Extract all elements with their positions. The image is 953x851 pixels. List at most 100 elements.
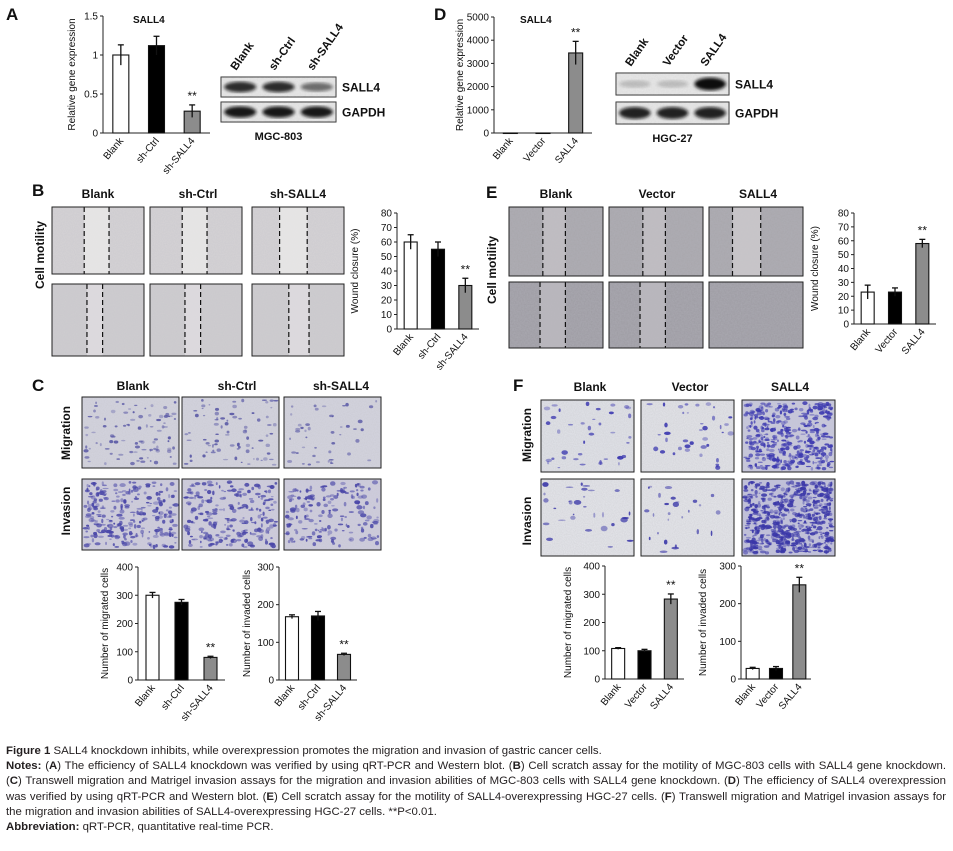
cell xyxy=(236,538,242,542)
cell xyxy=(758,549,763,551)
cell xyxy=(802,546,808,550)
cell xyxy=(828,502,832,506)
cell xyxy=(780,487,785,492)
cell xyxy=(766,542,772,545)
cell xyxy=(800,525,805,527)
cell xyxy=(360,528,365,533)
cell xyxy=(760,436,764,441)
cell xyxy=(763,435,766,439)
cell xyxy=(266,485,273,488)
cell xyxy=(808,488,812,492)
cell xyxy=(715,465,719,468)
scratch-gap xyxy=(84,207,110,274)
cell xyxy=(206,480,213,485)
cell xyxy=(647,486,650,490)
scratch-gap xyxy=(642,207,666,276)
cell xyxy=(213,523,216,526)
cell xyxy=(779,520,783,524)
cell xyxy=(90,495,96,500)
cell xyxy=(156,429,162,432)
cell xyxy=(649,485,653,488)
cell xyxy=(746,500,752,502)
cell xyxy=(611,523,615,527)
cell xyxy=(752,522,757,525)
cell xyxy=(138,414,144,419)
cell xyxy=(255,457,260,461)
cell xyxy=(765,404,771,408)
cell xyxy=(789,458,792,460)
cell xyxy=(136,459,140,462)
cell xyxy=(807,551,812,553)
panel-letter-b: B xyxy=(32,181,44,200)
cell xyxy=(806,492,811,496)
cell xyxy=(132,520,136,523)
cell xyxy=(297,496,301,500)
cell xyxy=(626,442,630,444)
cell xyxy=(665,437,668,443)
cell xyxy=(242,492,248,497)
cell xyxy=(771,530,774,533)
cell xyxy=(357,510,365,515)
blot-band xyxy=(656,80,689,88)
cell xyxy=(746,437,749,440)
blot-row-label: GAPDH xyxy=(342,106,385,120)
cell xyxy=(770,492,774,498)
cell xyxy=(118,453,124,456)
cell xyxy=(777,403,781,405)
cell xyxy=(194,495,196,500)
scratch-gap xyxy=(640,282,666,348)
cell xyxy=(818,509,824,512)
cell xyxy=(162,499,166,503)
cell xyxy=(752,550,759,555)
cell xyxy=(357,501,360,505)
cell xyxy=(206,499,213,504)
cell xyxy=(119,526,125,530)
cell xyxy=(120,505,123,510)
cell xyxy=(829,499,834,502)
cell xyxy=(168,532,172,537)
cell xyxy=(169,456,172,458)
cell xyxy=(110,409,116,414)
cell xyxy=(308,537,313,540)
cell xyxy=(767,457,771,460)
cell xyxy=(789,480,795,485)
cell xyxy=(700,423,704,425)
cell xyxy=(761,428,765,433)
cell xyxy=(270,537,273,540)
cell xyxy=(743,550,749,555)
cell xyxy=(567,423,574,426)
cell xyxy=(243,425,248,429)
cell xyxy=(86,524,90,527)
cell xyxy=(780,541,787,545)
cell xyxy=(214,443,218,446)
cell xyxy=(337,523,344,526)
cell xyxy=(614,489,620,492)
cell xyxy=(270,542,274,548)
cell xyxy=(268,518,274,523)
cell xyxy=(681,516,684,519)
cell xyxy=(119,483,126,488)
cell xyxy=(191,483,195,486)
y-axis-label: Relative gene expression xyxy=(67,18,78,130)
cell xyxy=(829,525,835,528)
cell xyxy=(727,431,734,436)
tile-border xyxy=(508,206,604,277)
cell xyxy=(804,531,810,534)
cell xyxy=(167,415,171,418)
cell xyxy=(754,457,760,460)
cell xyxy=(774,427,776,431)
cell xyxy=(208,521,212,526)
cell xyxy=(371,521,375,523)
tile-border xyxy=(81,396,180,469)
cell xyxy=(168,530,171,534)
cell xyxy=(306,495,313,500)
cell xyxy=(232,400,237,403)
cell xyxy=(818,460,823,465)
cell xyxy=(148,484,151,487)
cell xyxy=(561,456,567,460)
cell xyxy=(783,459,787,464)
cell xyxy=(750,415,754,419)
cell xyxy=(793,445,798,450)
cell xyxy=(362,505,365,509)
cell xyxy=(751,537,756,542)
